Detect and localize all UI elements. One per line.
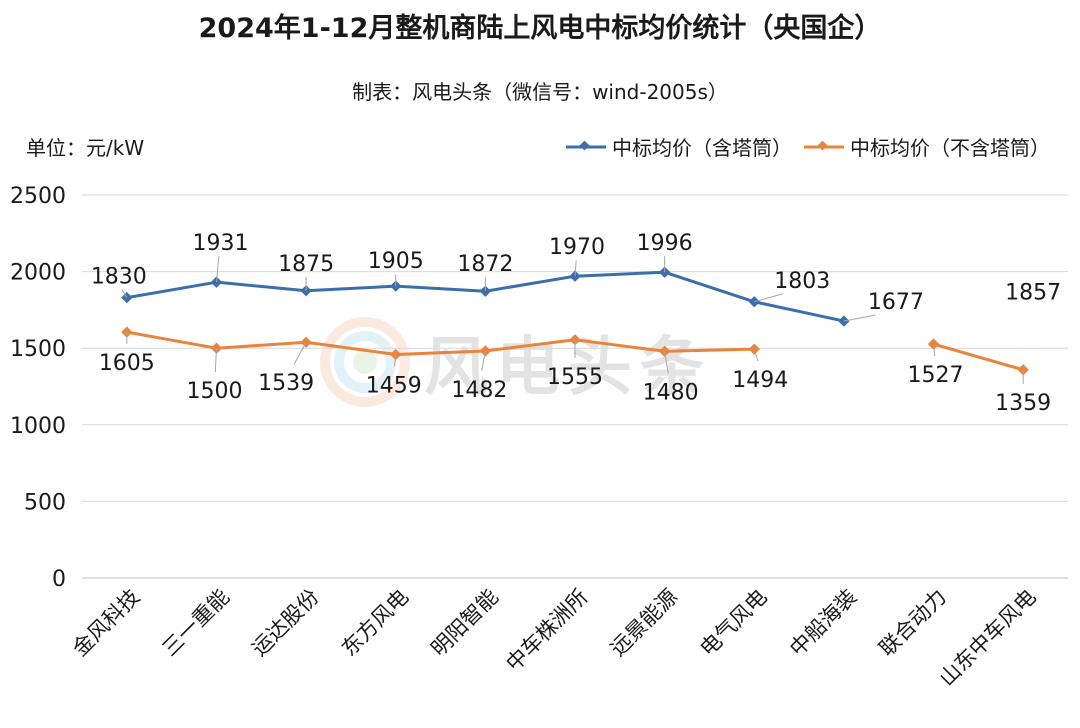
data-label: 1482 <box>451 378 507 403</box>
x-tick-label: 电气风电 <box>695 585 771 661</box>
series-line-segment <box>395 284 486 293</box>
data-label: 1500 <box>186 379 242 404</box>
y-tick-label: 1000 <box>10 414 66 439</box>
unit-label: 单位：元/kW <box>26 136 145 160</box>
series-line-segment <box>574 270 665 278</box>
series-line-segment <box>216 340 307 350</box>
series-line-segment <box>485 274 576 293</box>
data-label: 1970 <box>549 235 605 260</box>
watermark: 风电头条 <box>320 316 712 408</box>
x-tick-label: 山东中车风电 <box>935 585 1041 691</box>
data-label: 1555 <box>547 365 603 390</box>
x-tick-label: 三一重能 <box>158 585 234 661</box>
data-label: 1494 <box>732 368 788 393</box>
x-tick-label: 东方风电 <box>337 585 413 661</box>
data-label: 1359 <box>995 391 1051 416</box>
y-tick-label: 500 <box>24 490 66 515</box>
y-tick-label: 2000 <box>10 261 66 286</box>
leader-line <box>753 348 759 362</box>
data-label: 1875 <box>278 252 334 277</box>
chart-title: 2024年1-12月整机商陆上风电中标均价统计（央国企） <box>198 13 882 44</box>
leader-line <box>574 260 577 277</box>
series-line-segment <box>306 284 396 293</box>
data-label: 1605 <box>99 351 155 376</box>
x-tick-label: 中车株洲所 <box>501 585 592 676</box>
y-tick-label: 2500 <box>10 184 66 209</box>
series-line-segment <box>753 300 845 323</box>
series-line-segment <box>395 349 486 356</box>
data-label: 1539 <box>258 371 314 396</box>
x-tick-label: 运达股份 <box>247 585 323 661</box>
series-line-segment <box>126 280 217 300</box>
series-line-segment <box>664 347 755 353</box>
data-label: 1872 <box>457 252 513 277</box>
leader-line <box>481 350 486 372</box>
leader-line <box>664 351 669 374</box>
y-tick-label: 0 <box>52 567 66 592</box>
x-tick-label: 中船海装 <box>785 585 861 661</box>
watermark-text: 风电头条 <box>424 331 712 405</box>
leader-line <box>843 314 876 322</box>
chart-subtitle: 制表：风电头条（微信号：wind-2005s） <box>352 80 728 104</box>
leader-line <box>754 293 784 303</box>
data-label: 1480 <box>643 380 699 405</box>
data-label: 1527 <box>908 363 964 388</box>
leader-line <box>293 341 307 365</box>
legend-marker-without-tower <box>804 140 844 150</box>
watermark-logo-icon <box>320 317 410 407</box>
data-label: 1931 <box>192 231 248 256</box>
legend-label-with-tower: 中标均价（含塔筒） <box>612 136 792 160</box>
leader-line <box>121 289 128 298</box>
legend-item-with-tower: 中标均价（含塔筒） <box>564 132 792 161</box>
leader-line <box>215 256 220 283</box>
data-label: 1830 <box>91 265 147 290</box>
data-label: 1677 <box>868 290 924 315</box>
x-tick-label: 明阳智能 <box>427 585 503 661</box>
x-tick-label: 联合动力 <box>875 585 951 661</box>
series-line-segment <box>574 338 665 353</box>
series-line-segment <box>664 270 755 304</box>
series-line-segment <box>485 338 576 353</box>
y-tick-label: 1500 <box>10 337 66 362</box>
leader-line <box>214 348 217 373</box>
series-line-segment <box>305 340 396 356</box>
legend-item-without-tower: 中标均价（不含塔筒） <box>802 132 1050 161</box>
data-label: 1857 <box>1005 281 1061 306</box>
series-line-segment <box>126 330 217 350</box>
data-label: 1803 <box>774 269 830 294</box>
leader-line <box>933 344 936 357</box>
series-line-segment <box>216 280 307 293</box>
data-label: 1459 <box>366 373 422 398</box>
x-tick-label: 金风科技 <box>68 585 144 661</box>
data-label: 1996 <box>637 231 693 256</box>
data-label: 1905 <box>368 249 424 274</box>
series-line-segment <box>933 342 1024 372</box>
legend-label-without-tower: 中标均价（不含塔筒） <box>850 136 1050 160</box>
legend-marker-with-tower <box>566 140 606 150</box>
leader-line <box>394 354 397 367</box>
x-tick-label: 远景能源 <box>606 585 682 661</box>
